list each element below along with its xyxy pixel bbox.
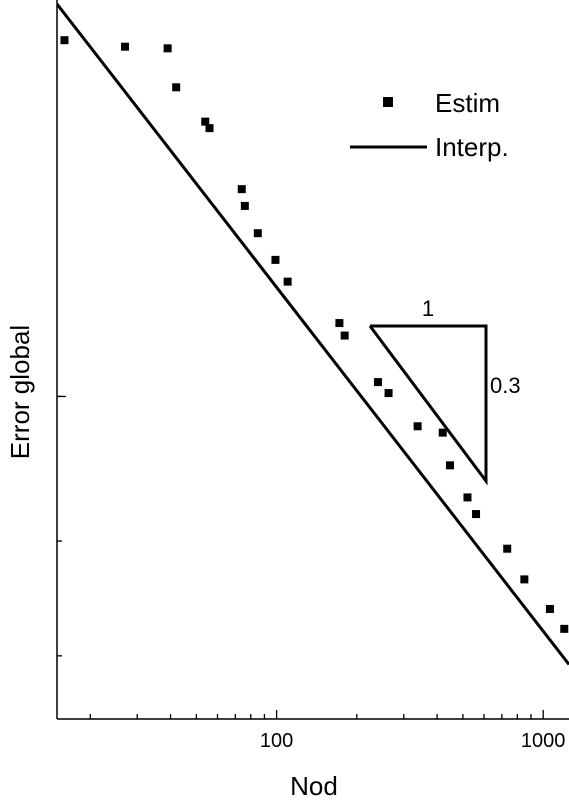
data-point — [445, 461, 454, 470]
legend-label: Interp. — [435, 132, 509, 162]
data-point — [413, 422, 422, 431]
data-point — [60, 36, 69, 45]
slope-run-label: 1 — [422, 296, 434, 321]
legend: Estim Interp. — [350, 88, 509, 162]
data-point — [438, 428, 447, 437]
data-point — [472, 510, 481, 519]
legend-label: Estim — [435, 88, 500, 118]
data-point — [201, 117, 210, 126]
data-point — [560, 624, 569, 633]
data-point — [283, 277, 292, 286]
data-point — [121, 42, 130, 51]
data-point — [335, 319, 344, 328]
data-point — [520, 575, 529, 584]
data-point — [172, 83, 181, 92]
data-point — [545, 604, 554, 613]
y-axis-label: Error global — [5, 325, 35, 459]
data-point — [253, 229, 262, 238]
series-line-interp — [57, 3, 569, 666]
annotation-layer: 10.3 — [368, 296, 521, 486]
x-tick-label: 1000 — [521, 730, 566, 752]
x-axis-label: Nod — [290, 771, 338, 801]
data-point — [205, 124, 214, 133]
slope-triangle — [368, 324, 488, 486]
data-point — [271, 255, 280, 264]
data-point — [503, 544, 512, 553]
legend-marker-square — [383, 97, 393, 107]
x-tick-label: 100 — [260, 730, 293, 752]
slope-rise-label: 0.3 — [490, 373, 521, 398]
data-point — [463, 493, 472, 502]
data-layer — [57, 3, 569, 666]
data-point — [237, 185, 246, 194]
axes: 100 1000 — [56, 0, 569, 752]
data-point — [384, 389, 393, 398]
data-point — [240, 201, 249, 210]
data-point — [373, 378, 382, 387]
data-point — [340, 331, 349, 340]
data-point — [163, 44, 172, 53]
